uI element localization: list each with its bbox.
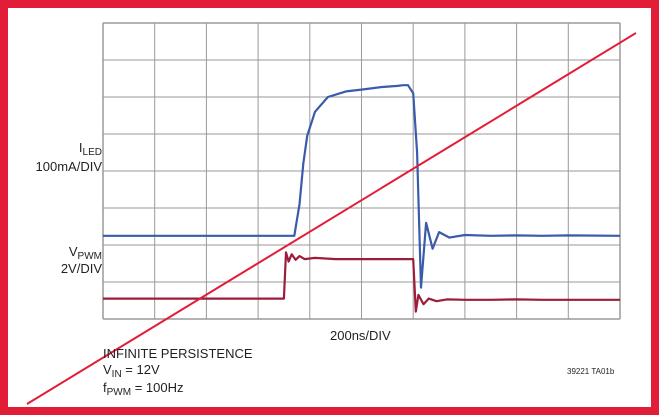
x-axis-label: 200ns/DIV: [330, 328, 391, 343]
annotation-fpwm: fPWM = 100Hz: [103, 380, 184, 398]
strike-through-line: [26, 32, 637, 405]
plot-traces: [103, 84, 621, 313]
iled-scale-label: 100mA/DIV: [35, 159, 102, 174]
vpwm-label-main: V: [68, 244, 78, 259]
series-label-vpwm: VPWM: [30, 244, 102, 262]
vin-sub: IN: [111, 369, 122, 380]
vin-value: = 12V: [121, 362, 160, 377]
iled-label-main: I: [78, 140, 83, 155]
fpwm-sub: PWM: [106, 387, 132, 398]
annotation-persistence: INFINITE PERSISTENCE: [103, 346, 253, 361]
annotation-vin: VIN = 12V: [103, 362, 160, 380]
vpwm-label-sub: PWM: [77, 251, 102, 262]
trace-i-led: [103, 84, 621, 289]
vpwm-scale-label: 2V/DIV: [60, 261, 102, 276]
iled-label-sub: LED: [82, 147, 102, 158]
vin-main: V: [103, 362, 112, 377]
fpwm-value: = 100Hz: [131, 380, 184, 395]
fpwm-main: f: [103, 380, 107, 395]
figure-id: 39221 TA01b: [567, 367, 615, 376]
series-label-iled: ILED: [30, 140, 102, 158]
trace-v-pwm: [103, 251, 620, 313]
plot-grid: [102, 22, 621, 320]
